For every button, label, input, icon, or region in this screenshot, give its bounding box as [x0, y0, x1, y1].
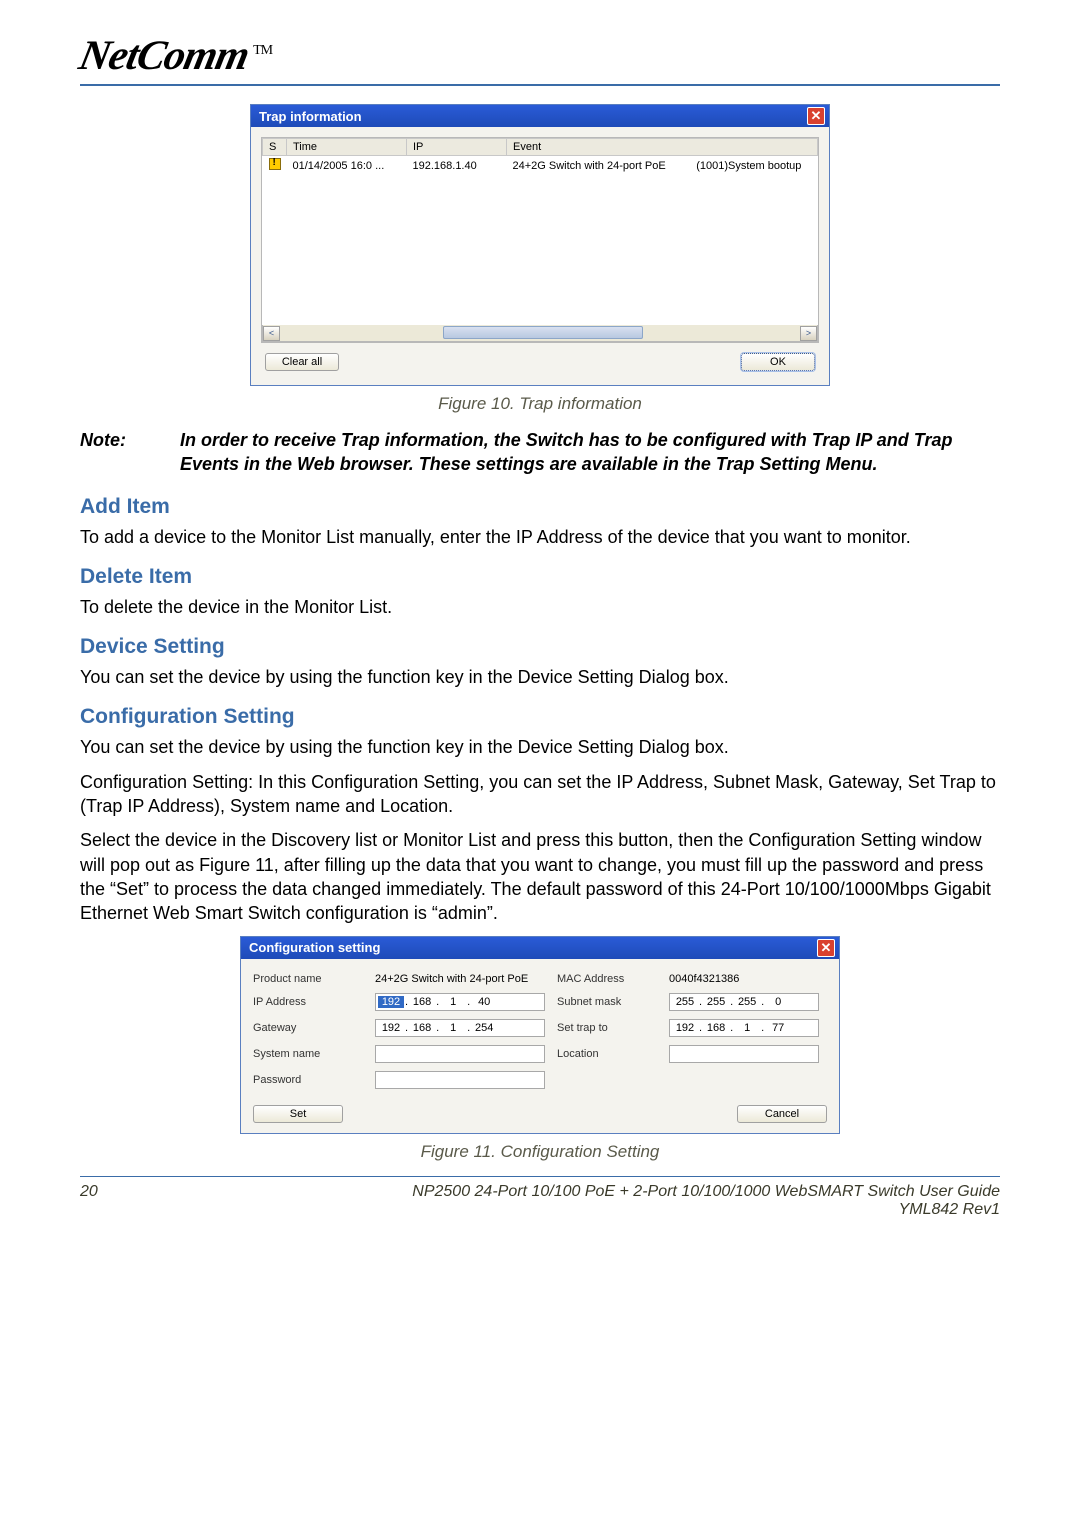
gateway-octet-4[interactable]: 254	[471, 1022, 497, 1034]
ip-octet-1[interactable]: 192	[378, 996, 404, 1008]
close-icon[interactable]: ✕	[807, 107, 825, 125]
config-setting-heading: Configuration Setting	[80, 705, 1000, 729]
mac-label: MAC Address	[557, 973, 657, 985]
gateway-input[interactable]: 192. 168. 1. 254	[375, 1019, 545, 1037]
col-time[interactable]: Time	[287, 139, 407, 156]
subnet-label: Subnet mask	[557, 996, 657, 1008]
trap-octet-2[interactable]: 168	[703, 1022, 729, 1034]
config-dialog: Configuration setting ✕ Product name 24+…	[240, 936, 840, 1134]
logo-text: NetComm	[75, 33, 253, 79]
subnet-octet-2[interactable]: 255	[703, 996, 729, 1008]
subnet-input[interactable]: 255. 255. 255. 0	[669, 993, 819, 1011]
cell-ip: 192.168.1.40	[407, 156, 507, 176]
warning-icon	[269, 158, 281, 170]
product-name-label: Product name	[253, 973, 363, 985]
gateway-octet-3[interactable]: 1	[440, 1022, 466, 1034]
table-row[interactable]: 01/14/2005 16:0 ... 192.168.1.40 24+2G S…	[263, 156, 818, 176]
trap-title-text: Trap information	[259, 109, 362, 124]
set-button[interactable]: Set	[253, 1105, 343, 1123]
ip-label: IP Address	[253, 996, 363, 1008]
gateway-octet-1[interactable]: 192	[378, 1022, 404, 1034]
location-input[interactable]	[669, 1045, 819, 1063]
figure-10-caption: Figure 10. Trap information	[80, 394, 1000, 414]
note-text: In order to receive Trap information, th…	[180, 428, 1000, 477]
trap-info-dialog: Trap information ✕ S Time IP Event	[250, 104, 830, 386]
ip-octet-4[interactable]: 40	[471, 996, 497, 1008]
trap-octet-4[interactable]: 77	[765, 1022, 791, 1034]
add-item-heading: Add Item	[80, 495, 1000, 519]
subnet-octet-1[interactable]: 255	[672, 996, 698, 1008]
figure-11-caption: Figure 11. Configuration Setting	[80, 1142, 1000, 1162]
cell-event: 24+2G Switch with 24-port PoE (1001)Syst…	[507, 156, 818, 176]
device-setting-text: You can set the device by using the func…	[80, 665, 1000, 689]
page-footer: 20 NP2500 24-Port 10/100 PoE + 2-Port 10…	[80, 1176, 1000, 1219]
scroll-thumb[interactable]	[443, 326, 643, 339]
config-title-text: Configuration setting	[249, 940, 380, 955]
config-setting-p3: Select the device in the Discovery list …	[80, 828, 1000, 925]
subnet-octet-4[interactable]: 0	[765, 996, 791, 1008]
ip-octet-2[interactable]: 168	[409, 996, 435, 1008]
ok-button[interactable]: OK	[741, 353, 815, 371]
page-number: 20	[80, 1183, 98, 1219]
ip-octet-3[interactable]: 1	[440, 996, 466, 1008]
gateway-label: Gateway	[253, 1022, 363, 1034]
password-label: Password	[253, 1074, 363, 1086]
mac-value: 0040f4321386	[669, 973, 819, 985]
event-device: 24+2G Switch with 24-port PoE	[513, 160, 666, 172]
trademark: TM	[253, 43, 272, 59]
close-icon[interactable]: ✕	[817, 939, 835, 957]
add-item-text: To add a device to the Monitor List manu…	[80, 525, 1000, 549]
note-block: Note: In order to receive Trap informati…	[80, 428, 1000, 477]
trap-table: S Time IP Event 01/14/2005 16:0 ... 192.…	[262, 138, 818, 325]
scroll-left-icon[interactable]: <	[263, 326, 280, 341]
system-label: System name	[253, 1048, 363, 1060]
col-event[interactable]: Event	[507, 139, 818, 156]
password-input[interactable]	[375, 1071, 545, 1089]
col-severity[interactable]: S	[263, 139, 287, 156]
horizontal-scrollbar[interactable]: < >	[262, 325, 818, 342]
ip-address-input[interactable]: 192. 168. 1. 40	[375, 993, 545, 1011]
note-label: Note:	[80, 428, 180, 477]
config-setting-p1: You can set the device by using the func…	[80, 735, 1000, 759]
location-label: Location	[557, 1048, 657, 1060]
delete-item-heading: Delete Item	[80, 565, 1000, 589]
trap-input[interactable]: 192. 168. 1. 77	[669, 1019, 819, 1037]
delete-item-text: To delete the device in the Monitor List…	[80, 595, 1000, 619]
footer-title: NP2500 24-Port 10/100 PoE + 2-Port 10/10…	[412, 1183, 1000, 1201]
product-name-value: 24+2G Switch with 24-port PoE	[375, 973, 545, 985]
header-rule	[80, 84, 1000, 86]
trap-label: Set trap to	[557, 1022, 657, 1034]
cell-time: 01/14/2005 16:0 ...	[287, 156, 407, 176]
clear-all-button[interactable]: Clear all	[265, 353, 339, 371]
system-name-input[interactable]	[375, 1045, 545, 1063]
col-ip[interactable]: IP	[407, 139, 507, 156]
config-titlebar: Configuration setting ✕	[241, 937, 839, 959]
trap-octet-1[interactable]: 192	[672, 1022, 698, 1034]
event-msg: (1001)System bootup	[696, 160, 801, 172]
device-setting-heading: Device Setting	[80, 635, 1000, 659]
footer-rev: YML842 Rev1	[412, 1201, 1000, 1219]
config-setting-p2: Configuration Setting: In this Configura…	[80, 770, 1000, 819]
subnet-octet-3[interactable]: 255	[734, 996, 760, 1008]
trap-titlebar: Trap information ✕	[251, 105, 829, 127]
scroll-right-icon[interactable]: >	[800, 326, 817, 341]
gateway-octet-2[interactable]: 168	[409, 1022, 435, 1034]
trap-octet-3[interactable]: 1	[734, 1022, 760, 1034]
cancel-button[interactable]: Cancel	[737, 1105, 827, 1123]
brand-logo: NetCommTM	[75, 32, 276, 80]
